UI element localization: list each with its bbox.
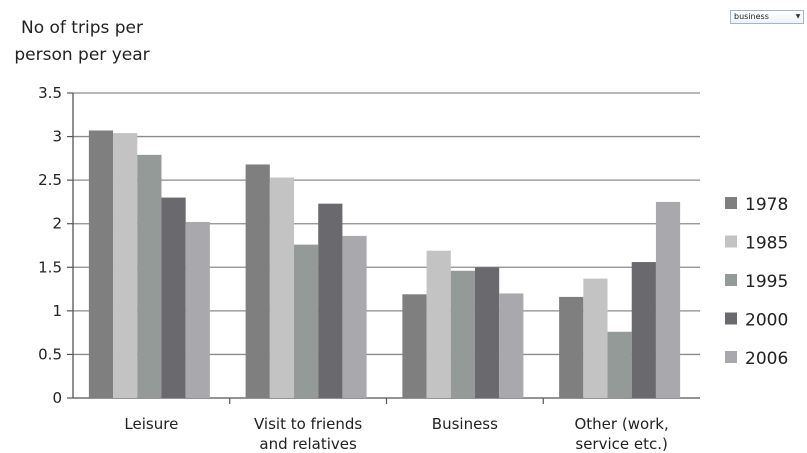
bar-2000-0 [161, 197, 186, 398]
category-label: Business [432, 415, 498, 433]
chevron-down-icon[interactable]: ▼ [795, 13, 801, 20]
bar-1978-3 [559, 296, 584, 398]
bar-1995-0 [137, 154, 162, 398]
legend-swatch-2000 [725, 312, 737, 325]
y-tick-label: 1 [52, 302, 62, 320]
bar-2000-1 [318, 203, 343, 398]
category-label: and relatives [259, 435, 357, 453]
year-filter-dropdown[interactable]: business ▼ [730, 10, 804, 24]
y-tick-label: 0.5 [38, 345, 62, 363]
y-tick-label: 3 [52, 128, 62, 146]
bar-2006-2 [499, 293, 524, 398]
bar-1995-1 [294, 244, 319, 398]
bar-2000-3 [631, 262, 656, 398]
legend-swatch-1978 [725, 197, 737, 209]
bar-1985-1 [269, 177, 295, 398]
legend-label-1985: 1985 [745, 234, 788, 254]
bar-2006-3 [655, 201, 681, 398]
bar-2006-1 [342, 235, 367, 398]
bar-2000-2 [474, 267, 500, 398]
category-label: service etc.) [575, 435, 667, 453]
y-tick-label: 2.5 [38, 171, 62, 189]
legend-label-2000: 2000 [745, 311, 788, 331]
bar-2006-0 [185, 221, 210, 398]
y-tick-label: 0 [52, 389, 62, 407]
y-tick-label: 3.5 [38, 84, 62, 102]
y-tick-label: 1.5 [38, 258, 62, 276]
y-tick-label: 2 [52, 215, 62, 233]
bar-1978-2 [402, 294, 427, 398]
bar-1978-0 [88, 130, 114, 398]
bar-1995-2 [450, 270, 475, 398]
category-label: Visit to friends [254, 415, 362, 433]
category-label: Leisure [124, 415, 178, 433]
legend-swatch-2006 [725, 351, 737, 363]
legend-swatch-1985 [725, 235, 737, 248]
bar-1985-3 [583, 278, 608, 398]
y-axis-label: No of trips per [21, 18, 143, 38]
bar-1995-3 [607, 331, 632, 398]
category-label: Other (work, [574, 415, 668, 433]
dropdown-selected-value: business [734, 12, 769, 21]
bar-1978-1 [245, 164, 270, 398]
legend-label-1978: 1978 [745, 195, 788, 215]
legend-label-1995: 1995 [745, 272, 788, 292]
bar-1985-2 [426, 250, 451, 398]
y-axis-label: person per year [14, 45, 149, 65]
legend-label-2006: 2006 [745, 349, 788, 369]
bar-1985-0 [113, 133, 138, 399]
legend-swatch-1995 [725, 274, 737, 286]
